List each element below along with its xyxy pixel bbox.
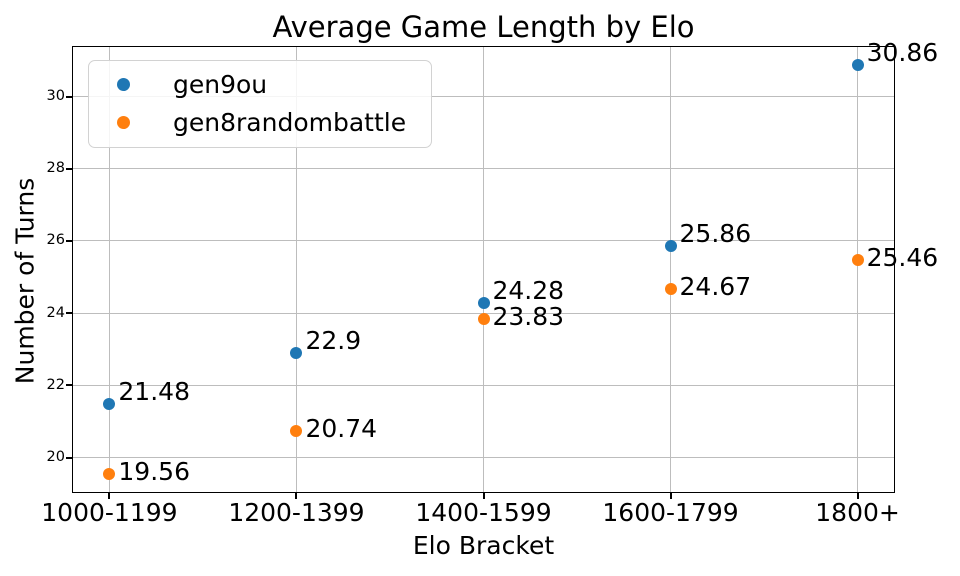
data-point-label: 24.28: [492, 276, 565, 306]
gridline: [72, 384, 895, 386]
data-point: [290, 424, 303, 437]
gridline: [108, 46, 110, 493]
x-axis-tick: [669, 493, 672, 499]
gridline: [857, 46, 859, 493]
data-point-label: 19.56: [118, 456, 190, 486]
x-tick-label: 1200-1399: [228, 498, 365, 527]
legend: gen9ou gen8randombattle: [88, 60, 432, 148]
gridline: [483, 46, 484, 493]
y-tick-label: 30: [46, 88, 65, 105]
x-axis-tick: [482, 493, 485, 499]
x-axis-label: Elo Bracket: [412, 531, 555, 560]
gridline: [72, 96, 895, 98]
chart-title: Average Game Length by Elo: [272, 10, 695, 44]
y-axis-tick: [66, 312, 72, 315]
y-axis-tick: [66, 167, 72, 170]
data-point: [103, 467, 116, 480]
x-axis-tick: [108, 493, 111, 499]
x-tick-label: 1800+: [815, 498, 900, 527]
data-point-label: 24.67: [679, 271, 752, 301]
data-point-label: 22.9: [305, 325, 362, 355]
y-axis-tick: [66, 239, 72, 242]
gridline: [72, 312, 895, 314]
y-tick-label: 22: [46, 376, 65, 393]
y-axis-tick: [66, 456, 72, 459]
data-point: [851, 59, 864, 72]
legend-label: gen9ou: [173, 69, 268, 99]
data-point-label: 20.74: [305, 413, 378, 443]
y-axis-tick: [66, 95, 72, 98]
legend-item-gen9ou: gen9ou: [89, 65, 431, 103]
data-point-label: 21.48: [118, 377, 190, 407]
series-marker-icon: [117, 115, 130, 129]
plot-area: [72, 46, 895, 493]
x-axis-tick: [856, 493, 859, 499]
x-tick-label: 1000-1199: [41, 498, 178, 527]
y-tick-label: 20: [46, 449, 65, 466]
series-marker-icon: [117, 77, 130, 91]
gridline: [295, 46, 297, 493]
data-point-label: 25.46: [866, 243, 939, 273]
data-point: [851, 254, 864, 267]
data-point: [290, 346, 303, 359]
y-axis-label: Number of Turns: [10, 177, 40, 385]
data-point: [477, 297, 490, 310]
gridline: [72, 457, 895, 459]
gridline: [72, 240, 895, 242]
gridline: [670, 46, 672, 493]
data-point: [664, 282, 677, 295]
data-point: [477, 313, 490, 326]
x-tick-label: 1600-1799: [602, 498, 739, 527]
data-point-label: 23.83: [492, 302, 565, 332]
x-axis-tick: [295, 493, 298, 499]
data-point: [664, 240, 677, 253]
data-point-label: 30.86: [866, 38, 939, 68]
data-point-label: 25.86: [679, 219, 752, 249]
x-tick-label: 1400-1599: [415, 498, 552, 527]
legend-label: gen8randombattle: [173, 107, 407, 137]
y-tick-label: 26: [46, 232, 65, 249]
gridline: [72, 168, 895, 170]
y-axis-tick: [66, 384, 72, 387]
y-tick-label: 24: [46, 304, 65, 321]
data-point: [103, 398, 116, 411]
legend-item-gen8randombattle: gen8randombattle: [89, 103, 431, 141]
y-tick-label: 28: [46, 160, 65, 177]
